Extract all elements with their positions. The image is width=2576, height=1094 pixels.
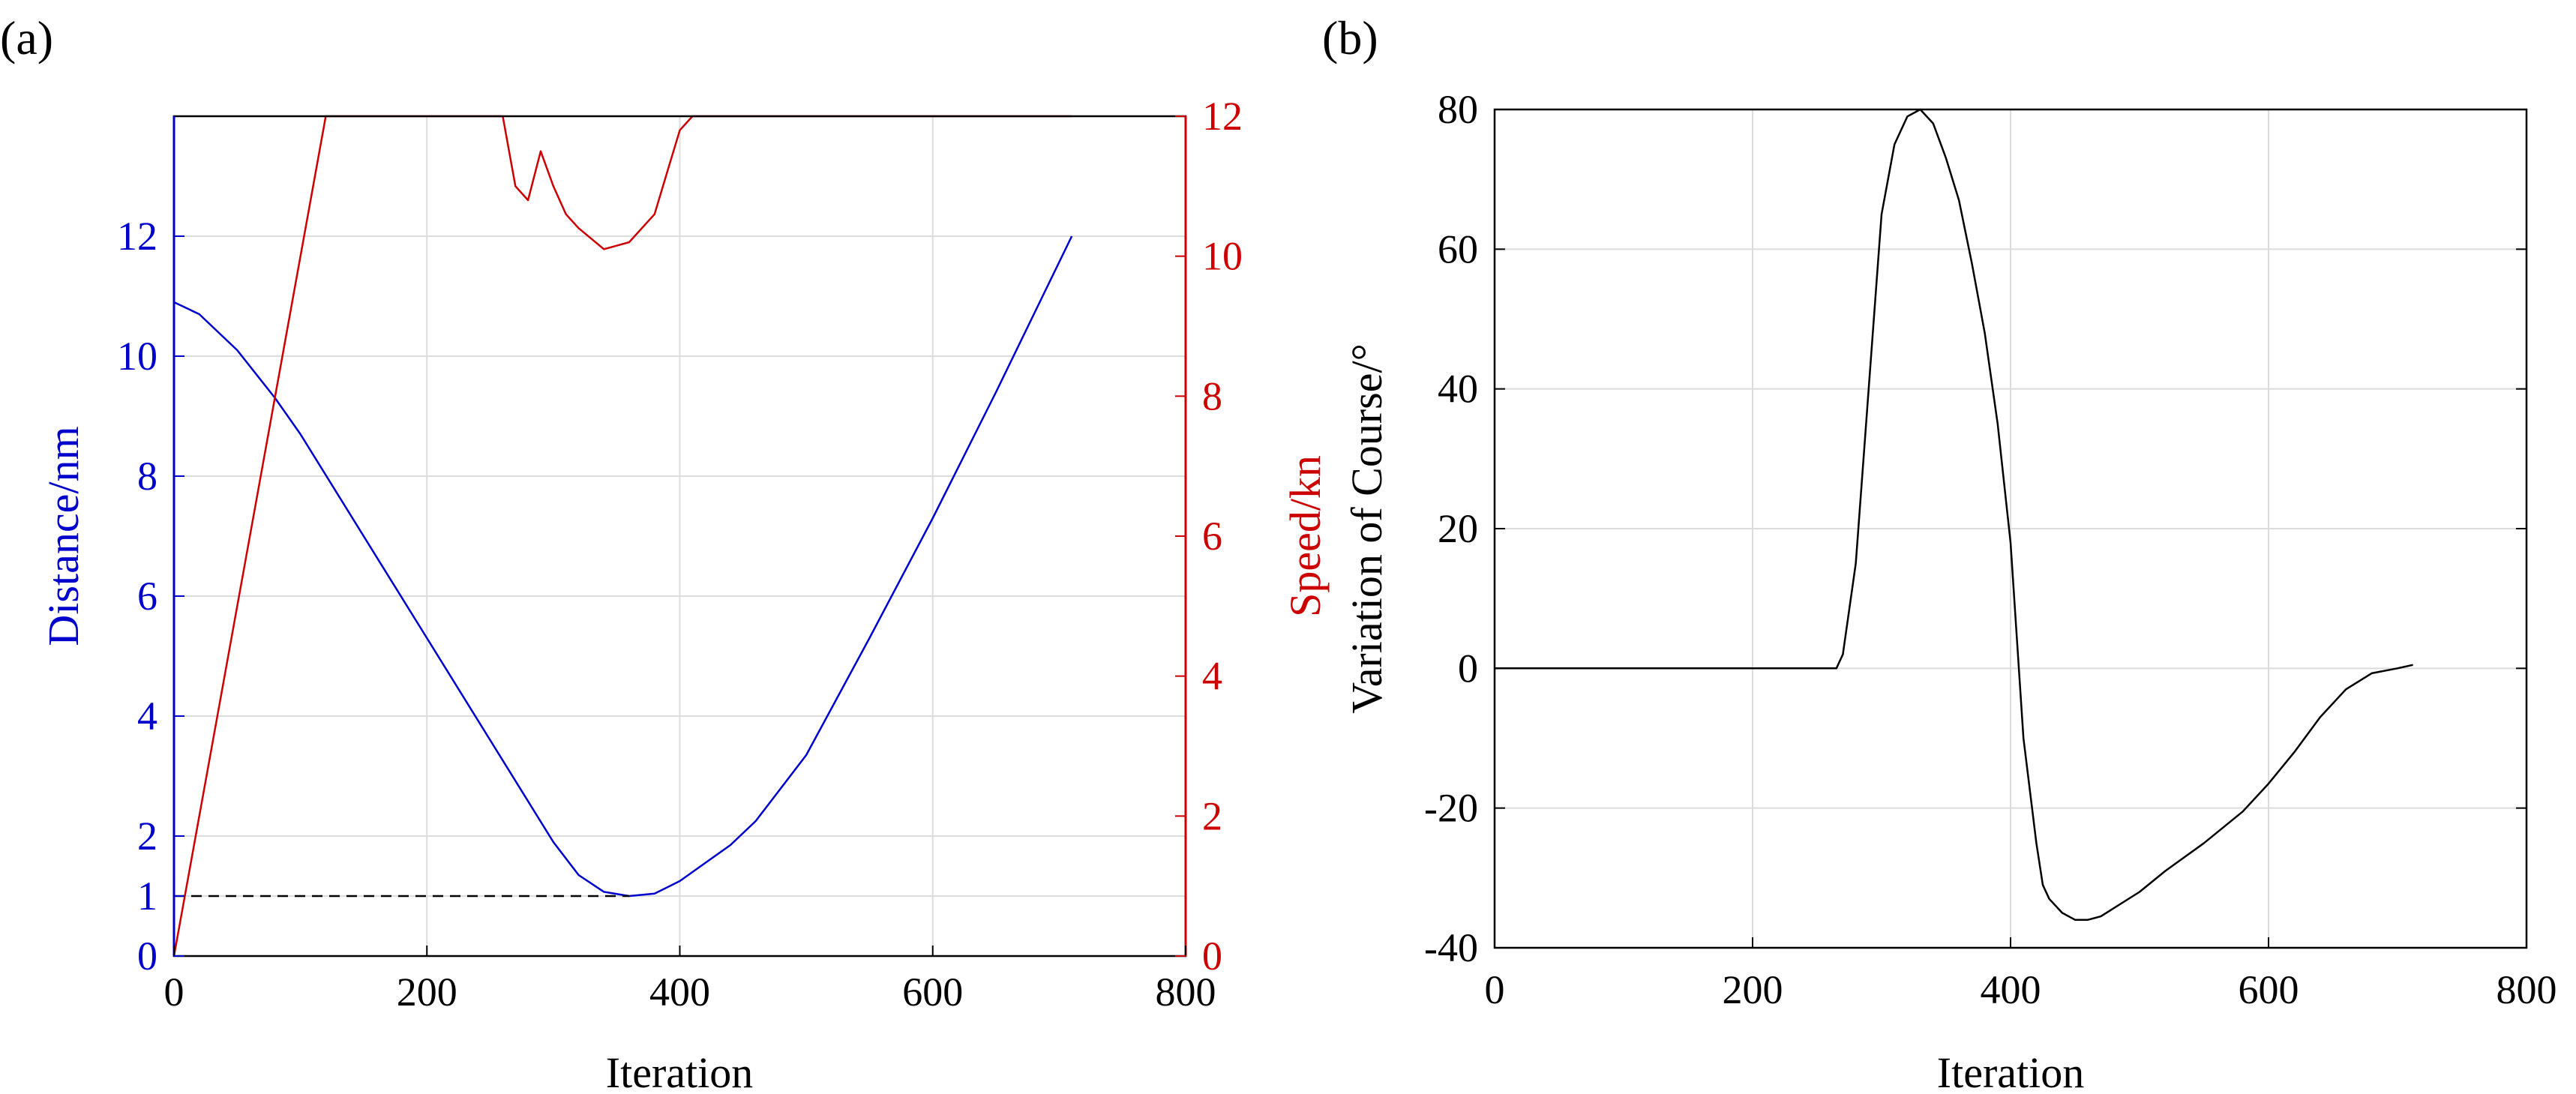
panel-b-x-label: Iteration: [1937, 1048, 2084, 1094]
speed-series-line: [172, 115, 1072, 957]
panel-b-grid: [1495, 109, 2527, 948]
panel-a-y-ticks-right: 0 2 4 6 8 10 12: [1175, 94, 1243, 979]
panel-b: (b) 0 200 400 600 800 -40 -20 0 20 40 60 80 Iterat…: [1322, 11, 2557, 1094]
panel-b-y-tick-label: 0: [1458, 646, 1478, 691]
panel-b-lines: [1495, 108, 2413, 921]
panel-b-y-tick-label: 60: [1438, 226, 1478, 271]
panel-a-y-label-left: Distance/nm: [39, 426, 88, 646]
panel-a-y-tick-label-left: 12: [117, 214, 157, 259]
panel-a-x-tick-label: 600: [902, 970, 963, 1015]
panel-a-lines: [172, 115, 1073, 957]
panel-a-grid: [174, 116, 1186, 956]
panel-b-x-tick-label: 200: [1723, 967, 1783, 1012]
panel-a-x-label: Iteration: [606, 1048, 753, 1094]
panel-b-y-tick-label: 20: [1438, 506, 1478, 551]
panel-a-y-tick-label-right: 10: [1202, 234, 1243, 279]
panel-a-y-tick-label-left: 4: [137, 694, 157, 739]
panel-a-label: (a): [0, 11, 53, 64]
panel-a-y-tick-label-right: 0: [1202, 934, 1222, 979]
panel-b-y-tick-label: -20: [1424, 786, 1478, 831]
panel-b-x-ticks: 0 200 400 600 800: [1485, 937, 2557, 1012]
panel-a-x-ticks: 0 200 400 600 800: [164, 946, 1216, 1015]
panel-a-y-tick-label-right: 8: [1202, 373, 1222, 418]
panel-a-y-tick-label-right: 2: [1202, 793, 1222, 838]
panel-a-x-tick-label: 200: [397, 970, 457, 1015]
panel-a-x-tick-label: 400: [649, 970, 710, 1015]
panel-a-y-tick-label-right: 12: [1202, 94, 1243, 139]
panel-b-x-tick-label: 0: [1485, 967, 1505, 1012]
panel-b-x-tick-label: 400: [1981, 967, 2041, 1012]
panel-a-y-tick-label-left: 1: [137, 874, 157, 919]
panel-b-x-tick-label: 600: [2239, 967, 2299, 1012]
panel-a-x-tick-label: 800: [1156, 970, 1216, 1015]
panel-a-y-tick-label-left: 8: [137, 454, 157, 499]
panel-a-y-label-right: Speed/kn: [1281, 455, 1330, 617]
panel-b-label: (b): [1322, 11, 1378, 64]
panel-a-y-tick-label-left: 6: [137, 574, 157, 619]
panel-a-y-tick-label-right: 6: [1202, 514, 1222, 559]
panel-a-y-tick-label-left: 0: [137, 934, 157, 979]
panel-b-y-tick-label: -40: [1424, 925, 1478, 970]
course-variation-series-line: [1495, 108, 2413, 921]
panel-b-y-ticks: -40 -20 0 20 40 60 80: [1424, 87, 2527, 970]
distance-series-line: [173, 235, 1073, 898]
panel-a-y-tick-label-left: 2: [137, 814, 157, 859]
panel-b-y-label: Variation of Course/°: [1342, 343, 1391, 714]
panel-b-y-tick-label: 40: [1438, 367, 1478, 412]
panel-a-x-tick-label: 0: [164, 970, 184, 1015]
panel-a-y-tick-label-right: 4: [1202, 654, 1222, 699]
panel-a-y-tick-label-left: 10: [117, 334, 157, 379]
panel-b-x-tick-label: 800: [2497, 967, 2557, 1012]
panel-b-y-tick-label: 80: [1438, 87, 1478, 132]
